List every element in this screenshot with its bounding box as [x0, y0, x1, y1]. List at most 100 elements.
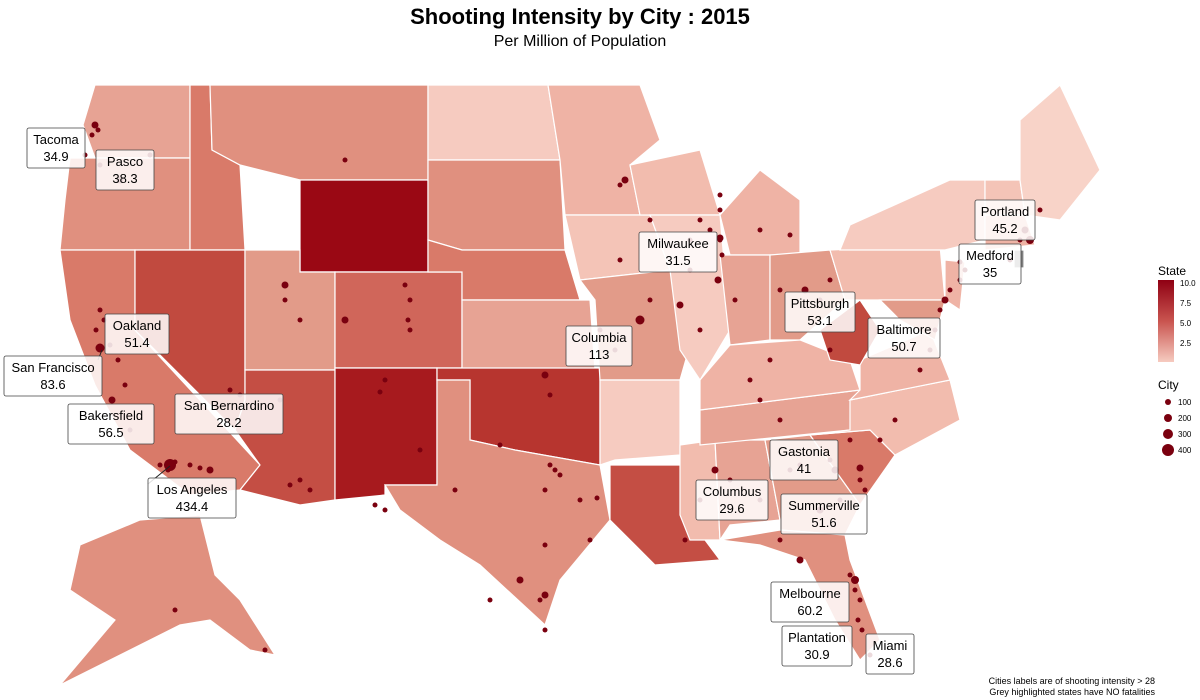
city-label-name: Plantation [788, 630, 846, 645]
legend: State 10.0 7.5 5.0 2.5 City 100 200 300 … [1158, 264, 1196, 456]
city-dot [941, 296, 949, 304]
city-label-name: Los Angeles [157, 482, 228, 497]
state-alaska [59, 514, 277, 686]
legend-city: City 100 200 300 400 [1158, 374, 1191, 458]
city-label-box [174, 393, 284, 435]
city-label: San Bernardino 28.2 [174, 393, 284, 435]
city-label-value: 53.1 [807, 313, 832, 328]
city-dot [757, 397, 763, 403]
footnote-line: Cities labels are of shooting intensity … [988, 676, 1155, 686]
city-label-box [780, 493, 868, 535]
city-label-value: 38.3 [112, 171, 137, 186]
state-arkansas [599, 379, 681, 466]
city-dot [287, 482, 293, 488]
city-dot [587, 537, 593, 543]
city-dot [719, 252, 725, 258]
legend-tick: 7.5 [1180, 299, 1192, 308]
city-dot [697, 217, 703, 223]
city-dot [382, 377, 388, 383]
city-dot [542, 627, 548, 633]
city-dot [647, 217, 653, 223]
city-dot [541, 591, 549, 599]
city-dot [577, 497, 583, 503]
legend-size-label: 100 [1178, 397, 1192, 407]
city-dot [852, 587, 858, 593]
city-dot [855, 617, 861, 623]
city-dot [542, 487, 548, 493]
city-label: Summerville 51.6 [780, 493, 868, 535]
city-dot-large [716, 234, 724, 242]
city-dot-large [856, 464, 864, 472]
city-dot [676, 301, 684, 309]
city-dot [281, 281, 289, 289]
city-label-value: 51.4 [124, 335, 149, 350]
city-dot [262, 647, 268, 653]
city-label: Pasco 38.3 [95, 149, 155, 191]
city-label-value: 45.2 [992, 221, 1017, 236]
city-label-name: Milwaukee [647, 236, 708, 251]
city-dot [97, 307, 103, 313]
state-michigan [719, 169, 801, 256]
city-dot [297, 477, 303, 483]
city-dot [407, 327, 413, 333]
city-label-name: Pittsburgh [791, 296, 850, 311]
city-label-name: Columbia [572, 330, 628, 345]
city-dot [497, 442, 503, 448]
city-dot [197, 465, 203, 471]
city-dot [91, 121, 99, 129]
city-dot [227, 387, 233, 393]
city-label-name: Pasco [107, 154, 143, 169]
city-dot [487, 597, 493, 603]
city-label-name: San Francisco [11, 360, 94, 375]
city-overlay: Tacoma 34.9 Pasco 38.3 Oakland 51.4 San Franci… [3, 121, 1043, 675]
city-dot [187, 462, 193, 468]
city-label-name: Oakland [113, 318, 161, 333]
state-texas [383, 379, 611, 627]
city-dot [714, 276, 722, 284]
city-dot [452, 487, 458, 493]
city-dot [682, 537, 688, 543]
city-dot [617, 182, 623, 188]
city-dot [307, 487, 313, 493]
city-label-value: 51.6 [811, 515, 836, 530]
city-label: Bakersfield 56.5 [67, 403, 155, 445]
city-dot [707, 227, 713, 233]
city-dot [341, 316, 349, 324]
legend-tick: 2.5 [1180, 339, 1192, 348]
city-dot [297, 317, 303, 323]
city-label-name: Melbourne [779, 586, 840, 601]
city-dot [862, 487, 868, 493]
state-north-carolina [809, 379, 961, 456]
city-label-box [781, 625, 853, 667]
city-dot [157, 462, 163, 468]
city-label: Los Angeles 434.4 [147, 477, 237, 519]
legend-size-label: 400 [1178, 445, 1192, 455]
city-label-value: 31.5 [665, 253, 690, 268]
city-dot [787, 232, 793, 238]
city-dot [947, 287, 953, 293]
city-dot [547, 462, 553, 468]
city-dot [617, 257, 623, 263]
city-dot [857, 477, 863, 483]
city-dot [95, 127, 101, 133]
city-label: Gastonia 41 [769, 439, 839, 481]
city-label-value: 30.9 [804, 647, 829, 662]
legend-dot [1165, 399, 1171, 405]
city-label-value: 28.6 [877, 655, 902, 670]
city-dot [767, 357, 773, 363]
legend-size-label: 300 [1178, 429, 1192, 439]
city-label: Baltimore 50.7 [867, 317, 941, 359]
city-label: San Francisco 83.6 [3, 355, 103, 397]
city-dot [777, 417, 783, 423]
city-label-name: Gastonia [778, 444, 831, 459]
city-label-box [770, 581, 850, 623]
city-dot [717, 207, 723, 213]
city-dot [372, 502, 378, 508]
city-dot [1037, 207, 1043, 213]
map-title: Shooting Intensity by City : 2015 [410, 4, 750, 29]
city-label-box [784, 291, 856, 333]
city-label-name: San Bernardino [184, 398, 274, 413]
city-dot [407, 297, 413, 303]
legend-tick: 5.0 [1180, 319, 1192, 328]
city-dot [859, 627, 865, 633]
